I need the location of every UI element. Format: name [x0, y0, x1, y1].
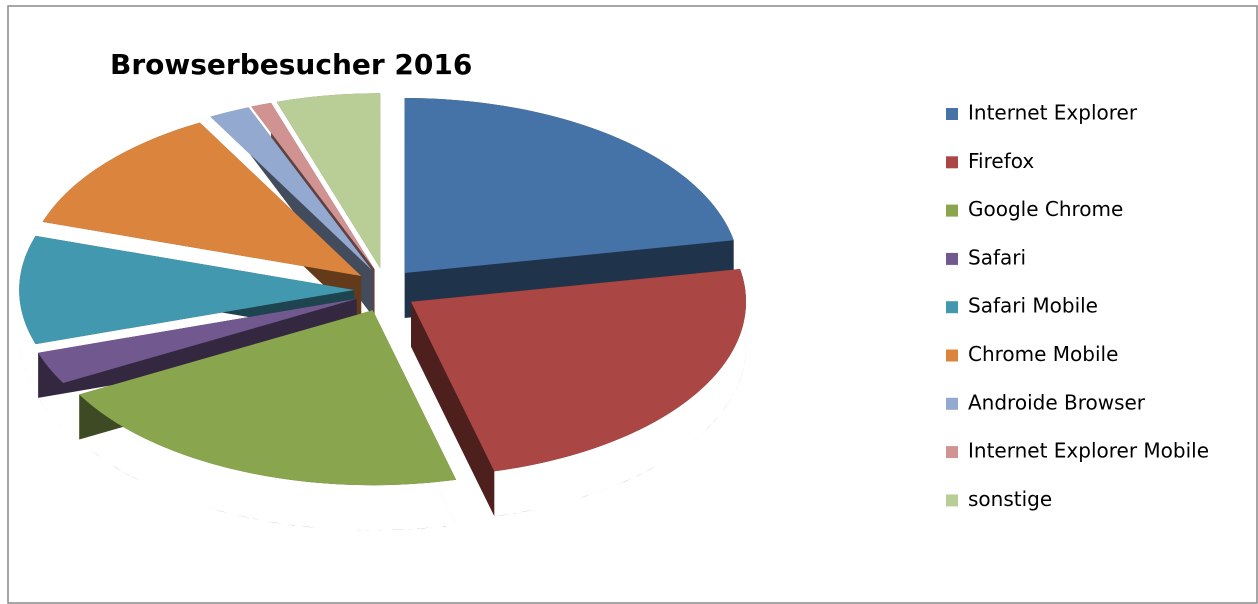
legend-swatch — [946, 397, 958, 410]
legend-swatch — [946, 349, 958, 362]
slice — [251, 102, 375, 270]
legend-label: Chrome Mobile — [968, 342, 1118, 366]
legend-swatch — [946, 204, 958, 217]
legend-label: Androide Browser — [968, 390, 1146, 414]
chart-title: Browserbesucher 2016 — [110, 48, 472, 81]
legend-swatch — [946, 108, 958, 120]
legend-label: Google Chrome — [968, 197, 1123, 221]
legend: Internet Explorer Firefox Google Chrome Saf… — [946, 101, 1209, 511]
slice — [19, 235, 355, 345]
legend-label: sonstige — [968, 487, 1052, 511]
legend-label: Safari — [968, 245, 1026, 269]
slice — [210, 107, 372, 271]
pie — [19, 93, 746, 531]
legend-swatch — [946, 301, 958, 314]
legend-swatch — [946, 446, 958, 459]
legend-swatch — [946, 252, 958, 265]
legend-swatch — [946, 156, 958, 169]
slice — [42, 122, 362, 276]
slice — [404, 98, 734, 274]
slice — [79, 310, 457, 486]
slice — [411, 269, 746, 472]
legend-label: Internet Explorer Mobile — [968, 439, 1209, 463]
legend-label: Internet Explorer — [968, 101, 1138, 125]
legend-swatch — [946, 494, 958, 507]
slice — [276, 93, 381, 269]
slice — [38, 298, 357, 383]
legend-label: Safari Mobile — [968, 294, 1098, 318]
legend-label: Firefox — [968, 149, 1034, 173]
